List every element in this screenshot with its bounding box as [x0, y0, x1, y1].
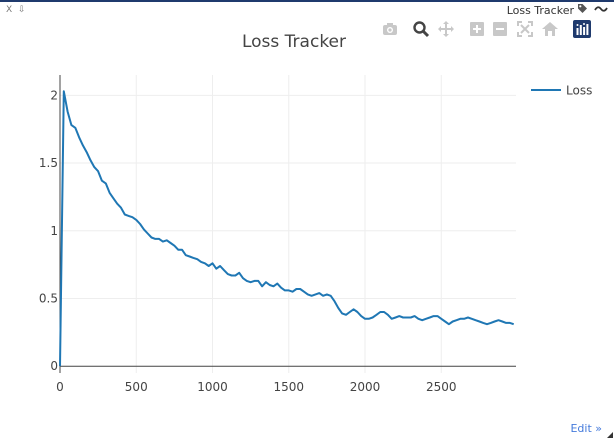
modebar — [375, 20, 605, 40]
x-tick-label: 1500 — [273, 380, 304, 394]
resize-handle[interactable] — [607, 432, 613, 438]
y-tick-label: 0 — [50, 359, 58, 373]
legend-label: Loss — [566, 84, 592, 98]
home-icon[interactable] — [541, 20, 559, 38]
y-tick-label: 0.5 — [39, 292, 58, 306]
panel-top-border — [0, 0, 614, 2]
zoom-icon[interactable] — [412, 20, 430, 38]
y-tick-label: 2 — [50, 88, 58, 102]
y-tick-label: 1.5 — [39, 156, 58, 170]
autoscale-icon[interactable] — [516, 20, 534, 38]
x-tick-label: 2500 — [426, 380, 457, 394]
close-window-button[interactable]: X — [6, 5, 13, 15]
edit-link[interactable]: Edit » — [570, 422, 602, 435]
camera-icon[interactable] — [381, 20, 399, 38]
x-tick-label: 1000 — [197, 380, 228, 394]
zoom-out-icon[interactable] — [491, 20, 509, 38]
tag-icon[interactable] — [577, 3, 588, 14]
x-tick-label: 0 — [56, 380, 64, 394]
wave-icon[interactable] — [594, 4, 608, 14]
x-tick-label: 500 — [125, 380, 148, 394]
pan-icon[interactable] — [437, 20, 455, 38]
chart-title: Loss Tracker — [242, 32, 346, 52]
series-line-loss — [59, 90, 515, 367]
zoom-in-icon[interactable] — [468, 20, 486, 38]
plotly-logo-icon[interactable] — [573, 20, 591, 38]
y-tick-label: 1 — [50, 224, 58, 238]
window-title: Loss Tracker — [506, 4, 574, 17]
pin-window-button[interactable]: ⇩ — [18, 5, 26, 15]
x-tick-label: 2000 — [350, 380, 381, 394]
